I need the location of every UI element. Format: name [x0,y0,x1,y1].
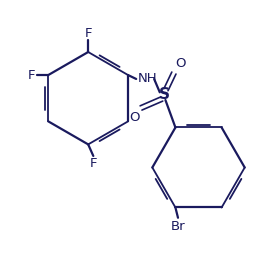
Text: O: O [129,111,140,124]
Text: S: S [158,87,169,102]
Text: F: F [90,157,98,170]
Text: O: O [175,57,186,70]
Text: F: F [85,27,92,40]
Text: NH: NH [138,72,158,85]
Text: F: F [28,69,35,82]
Text: Br: Br [171,220,185,233]
